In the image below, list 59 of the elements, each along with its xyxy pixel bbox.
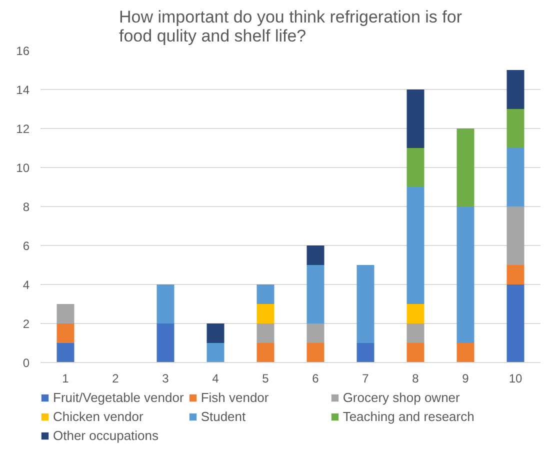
x-tick-label: 3	[162, 372, 170, 386]
bar	[56, 304, 74, 324]
bar	[56, 324, 74, 343]
x-tick-label: 4	[212, 372, 220, 386]
bar	[206, 343, 224, 362]
bar	[406, 187, 424, 304]
legend-label: Grocery shop owner	[342, 390, 461, 405]
bar	[506, 206, 524, 265]
bar	[506, 284, 524, 362]
bar	[456, 128, 474, 206]
y-tick-label: 6	[22, 239, 30, 253]
y-tick-label: 4	[22, 278, 30, 292]
bar	[206, 324, 224, 343]
bar	[506, 109, 524, 148]
x-tick-label: 10	[508, 372, 522, 386]
legend-label: Fish vendor	[200, 390, 270, 405]
bar	[456, 343, 474, 362]
y-tick-label: 16	[16, 44, 30, 58]
y-tick-label: 10	[16, 161, 30, 175]
bar	[256, 284, 274, 304]
bar	[406, 148, 424, 187]
bar	[256, 304, 274, 324]
chart-title: How important do you think refrigeration is for food qulity and shelf life?	[119, 8, 462, 46]
x-tick-label: 8	[412, 372, 420, 386]
bar	[306, 324, 324, 343]
bar	[506, 148, 524, 206]
bar	[456, 206, 474, 343]
bar	[406, 343, 424, 362]
x-tick-label: 9	[462, 372, 470, 386]
x-tick-label: 7	[362, 372, 370, 386]
bar	[156, 284, 174, 324]
bar	[306, 265, 324, 324]
y-tick-label: 0	[22, 356, 30, 370]
legend-label: Chicken vendor	[53, 409, 144, 424]
bar	[406, 90, 424, 148]
bar	[306, 246, 324, 265]
bar	[506, 70, 524, 109]
x-tick-label: 2	[112, 372, 120, 386]
bar	[406, 304, 424, 324]
y-tick-label: 12	[16, 122, 30, 136]
legend-label: Other occupations	[53, 428, 160, 443]
bar	[356, 343, 374, 362]
bar	[256, 324, 274, 343]
legend-label: Student	[200, 409, 247, 424]
bar	[156, 324, 174, 362]
y-tick-label: 8	[22, 200, 30, 214]
bar	[356, 265, 374, 343]
x-tick-label: 1	[62, 372, 70, 386]
bar	[56, 343, 74, 362]
y-tick-label: 14	[16, 83, 30, 97]
bar	[306, 343, 324, 362]
legend-label: Teaching and research	[342, 409, 474, 424]
x-tick-label: 5	[262, 372, 270, 386]
bar	[506, 265, 524, 284]
x-tick-label: 6	[312, 372, 320, 386]
y-tick-label: 2	[22, 317, 30, 331]
legend-label: Fruit/Vegetable vendor	[53, 390, 184, 405]
bar	[406, 324, 424, 343]
bar	[256, 343, 274, 362]
